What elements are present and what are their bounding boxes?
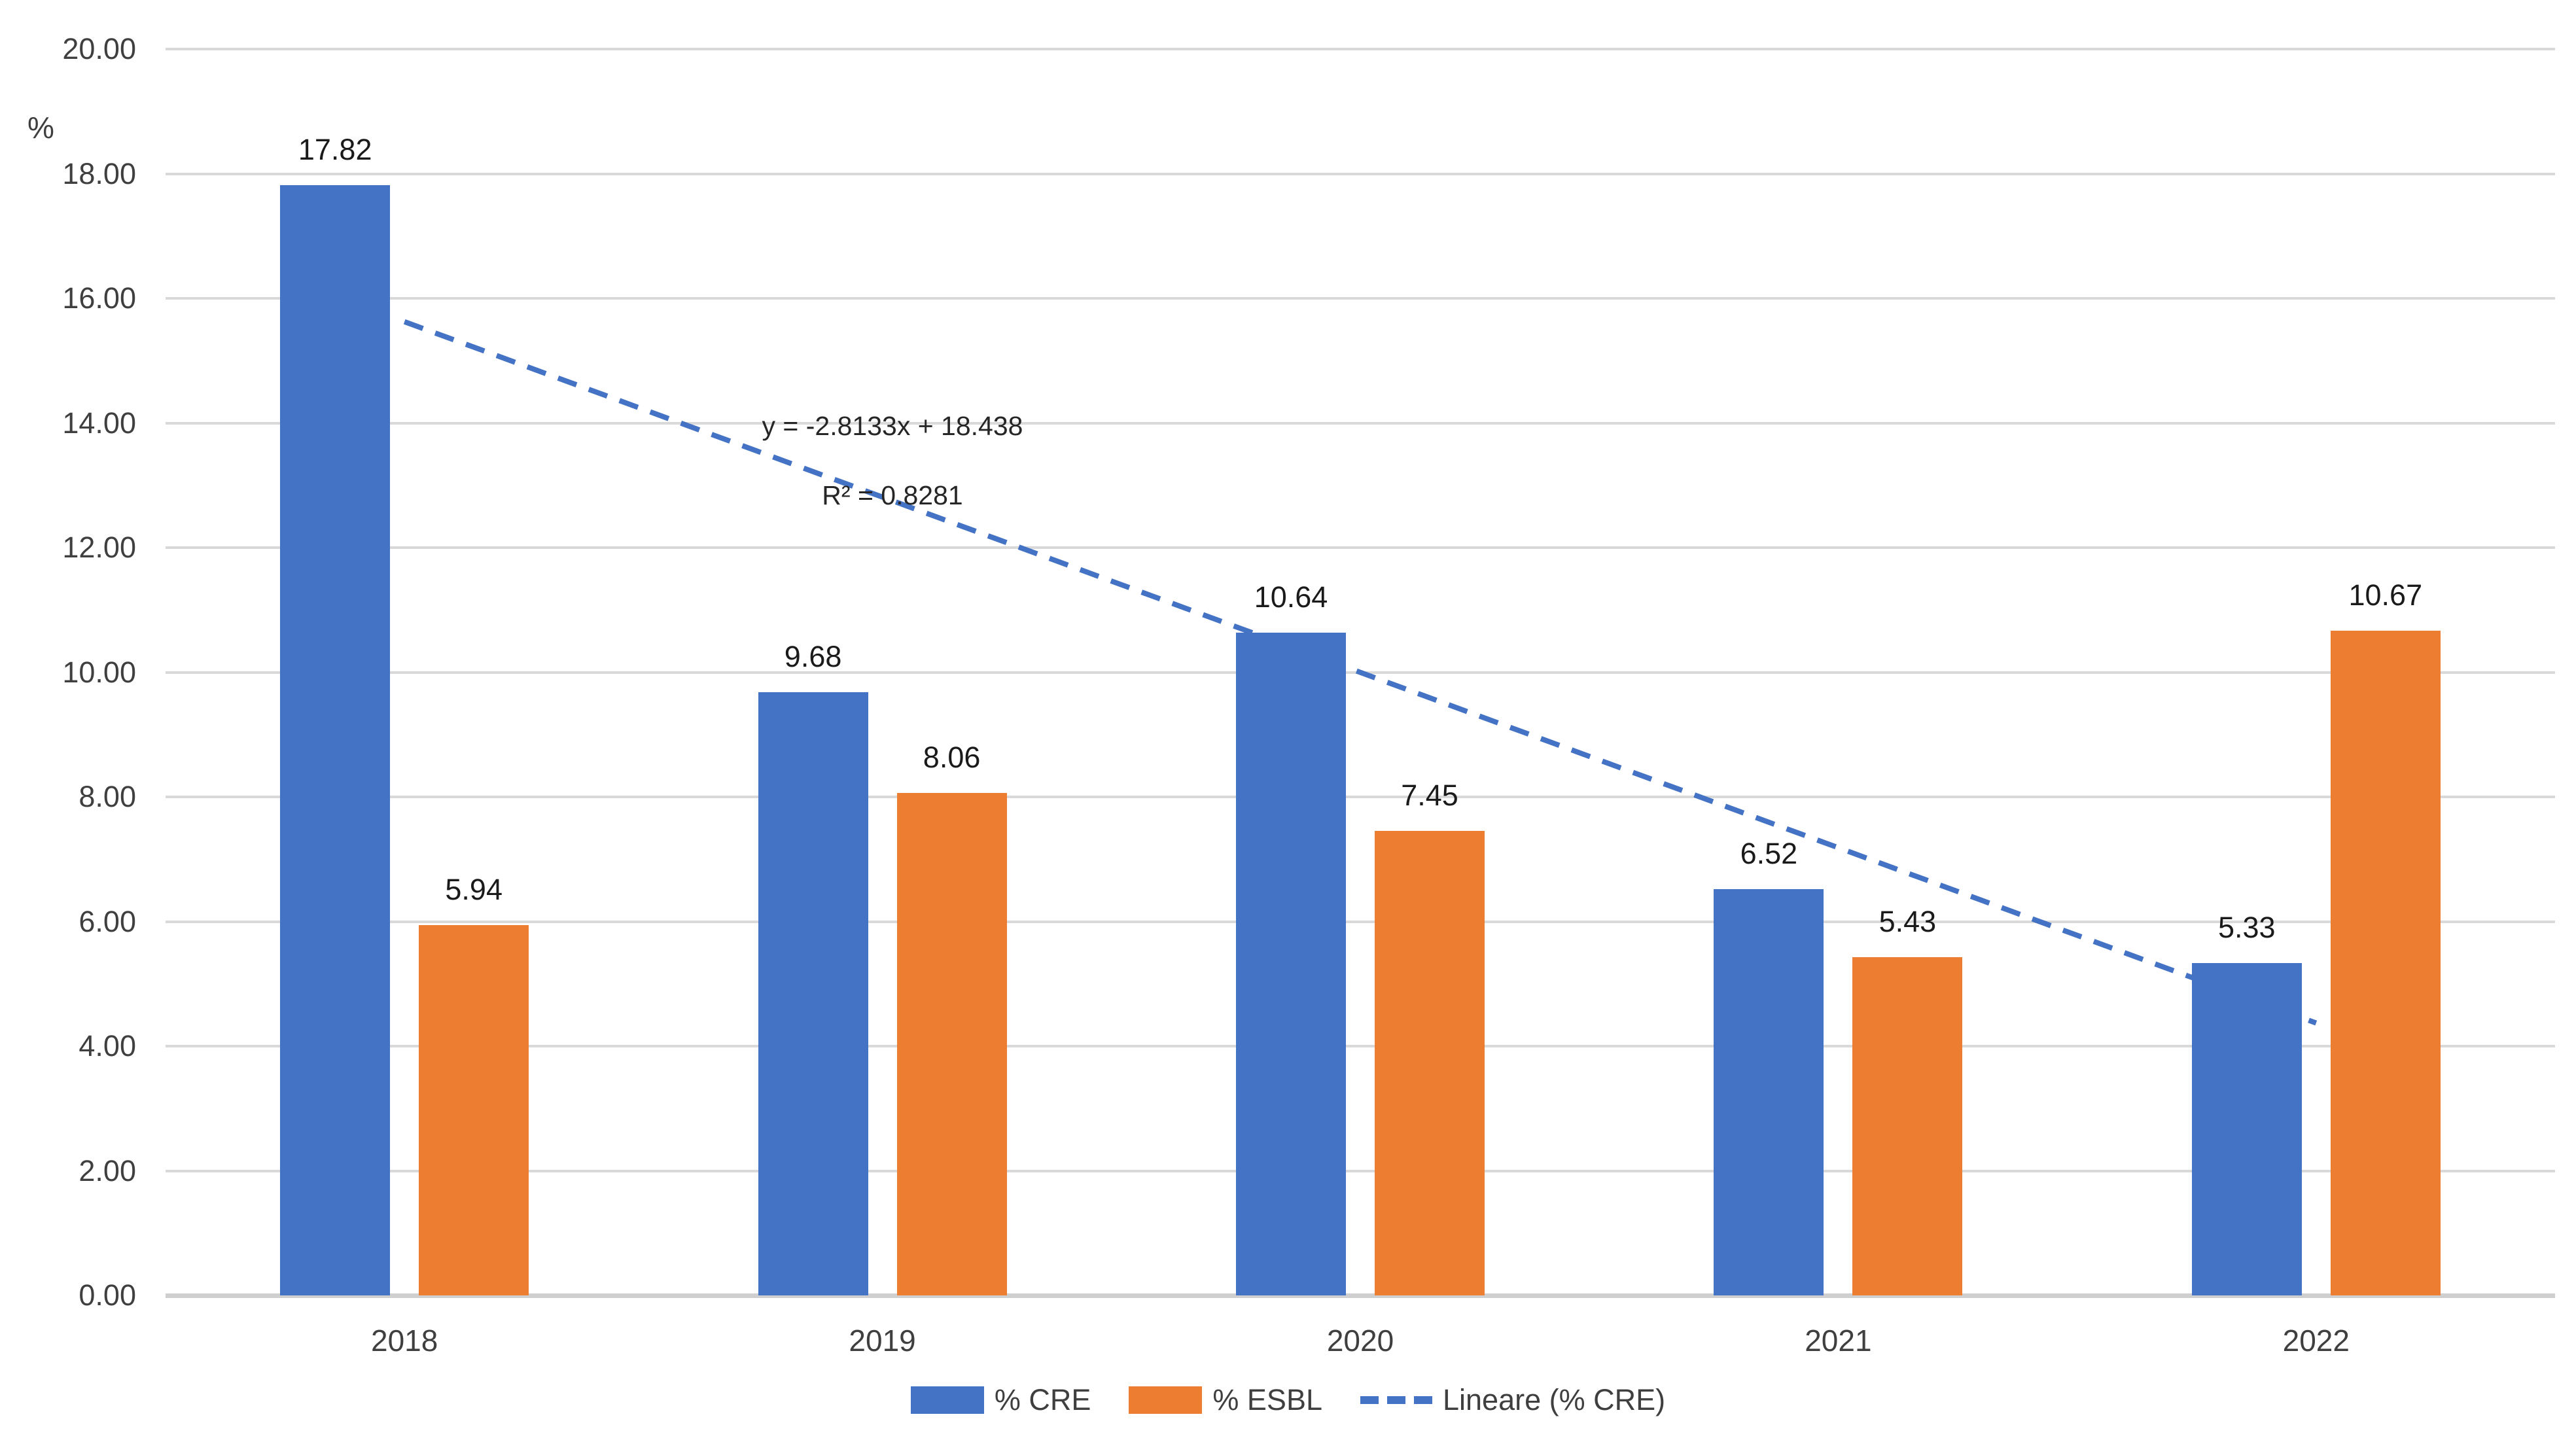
esbl-series-swatch <box>1129 1386 1203 1414</box>
trendline-equation: y = -2.8133x + 18.438 R² = 0.8281 <box>762 391 1023 530</box>
esbl-bar-2021 <box>1852 957 1963 1295</box>
gridline <box>166 1169 2555 1172</box>
data-label: 7.45 <box>1401 779 1458 813</box>
cre-bar-2021 <box>1714 888 1824 1295</box>
y-tick-label: 20.00 <box>62 32 136 65</box>
legend-item-cre: % CRE <box>910 1383 1091 1417</box>
esbl-bar-2018 <box>419 925 529 1295</box>
x-tick-label: 2018 <box>371 1324 438 1358</box>
gridline <box>166 1045 2555 1047</box>
trendline-swatch <box>1360 1396 1432 1404</box>
legend-label-trendline: Lineare (% CRE) <box>1443 1383 1666 1416</box>
legend-item-esbl: % ESBL <box>1129 1383 1322 1417</box>
cre-bar-2018 <box>280 184 391 1295</box>
y-tick-label: 14.00 <box>62 406 136 440</box>
esbl-bar-2022 <box>2330 630 2441 1295</box>
y-tick-label: 12.00 <box>62 531 136 564</box>
x-tick-label: 2022 <box>2282 1324 2350 1358</box>
legend-label-cre: % CRE <box>994 1383 1091 1416</box>
data-label: 10.67 <box>2348 578 2423 612</box>
cre-bar-2019 <box>758 692 868 1295</box>
x-tick-label: 2021 <box>1805 1324 1872 1358</box>
gridline <box>166 920 2555 923</box>
y-tick-label: 6.00 <box>79 904 136 938</box>
esbl-bar-2020 <box>1375 831 1485 1295</box>
cre-bar-2022 <box>2191 963 2302 1295</box>
legend: % CRE % ESBL Lineare (% CRE) <box>0 1382 2576 1418</box>
y-tick-label: 10.00 <box>62 655 136 689</box>
trendline-dashed-line <box>403 319 2318 1026</box>
data-label: 9.68 <box>784 639 842 673</box>
y-tick-label: 2.00 <box>79 1153 136 1187</box>
legend-item-trendline: Lineare (% CRE) <box>1360 1383 1665 1417</box>
data-label: 5.94 <box>445 873 503 907</box>
x-tick-label: 2019 <box>849 1324 916 1358</box>
y-tick-label: 16.00 <box>62 281 136 315</box>
esbl-bar-2019 <box>896 793 1007 1295</box>
gridline <box>166 546 2555 549</box>
y-tick-label: 4.00 <box>79 1029 136 1062</box>
data-label: 17.82 <box>298 132 372 166</box>
gridline <box>166 48 2555 50</box>
trendline-r2: R² = 0.8281 <box>822 480 963 510</box>
y-tick-label: 18.00 <box>62 156 136 190</box>
cre-bar-2020 <box>1236 632 1346 1295</box>
x-axis-line <box>166 1293 2555 1298</box>
gridline <box>166 297 2555 300</box>
legend-label-esbl: % ESBL <box>1212 1383 1322 1416</box>
y-axis-title: % <box>27 111 54 145</box>
data-label: 5.43 <box>1879 904 1937 938</box>
gridline <box>166 172 2555 175</box>
data-label: 5.33 <box>2218 911 2276 945</box>
trendline-equation-line: y = -2.8133x + 18.438 <box>762 411 1023 441</box>
data-label: 10.64 <box>1254 580 1328 614</box>
gridline <box>166 421 2555 425</box>
data-label: 6.52 <box>1740 836 1798 870</box>
x-tick-label: 2020 <box>1326 1324 1394 1358</box>
y-tick-label: 8.00 <box>79 780 136 813</box>
gridline <box>166 796 2555 798</box>
y-tick-label: 0.00 <box>79 1278 136 1312</box>
cre-series-swatch <box>910 1386 984 1414</box>
data-label: 8.06 <box>923 741 981 775</box>
